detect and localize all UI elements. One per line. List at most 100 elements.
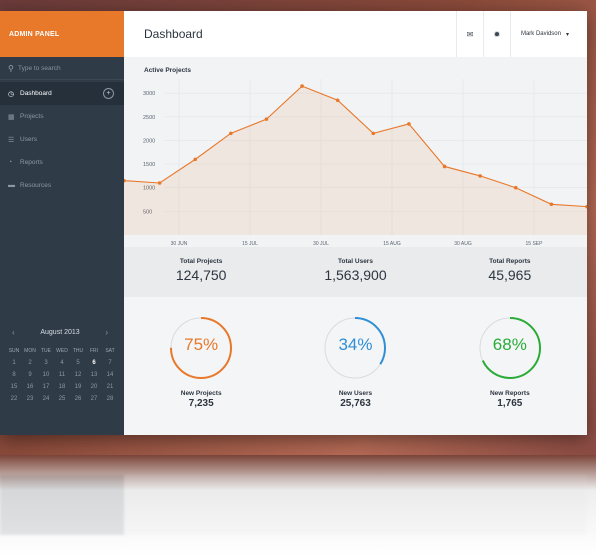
mail-icon[interactable]: ✉: [455, 11, 483, 57]
calendar-day[interactable]: 17: [42, 384, 50, 390]
calendar-day[interactable]: 27: [90, 396, 98, 402]
calendar-day[interactable]: 3: [44, 360, 48, 366]
calendar-day[interactable]: 2: [28, 360, 32, 366]
y-tick-label: 2000: [143, 138, 155, 144]
ring-label: New Users: [338, 390, 373, 397]
x-tick-label: 30 AUG: [454, 241, 472, 247]
ring-value: 7,235: [188, 398, 214, 409]
screen-reflection: [0, 475, 587, 535]
sidebar-item-label: Users: [20, 136, 37, 143]
sidebar-item-projects[interactable]: ▦ Projects: [0, 105, 124, 128]
calendar-day[interactable]: 9: [28, 372, 32, 378]
calendar-day[interactable]: 11: [58, 372, 66, 378]
ring-label: New Reports: [489, 390, 530, 397]
calendar-weekday: SUN: [8, 348, 20, 354]
y-tick-label: 500: [143, 209, 152, 215]
calendar-day[interactable]: 5: [76, 360, 80, 366]
calendar-weekday: SAT: [105, 348, 115, 354]
chart-point[interactable]: [513, 185, 518, 190]
calendar-day[interactable]: 16: [26, 384, 34, 390]
sidebar-nav: ◷ Dashboard + ▦ Projects ☰ Users ◔ Repor…: [0, 82, 124, 197]
calendar-day[interactable]: 20: [90, 384, 98, 390]
calendar-day-today[interactable]: 6: [92, 360, 96, 366]
grid-icon: ▦: [8, 113, 15, 121]
stat-label: Total Reports: [489, 258, 531, 265]
calendar-day[interactable]: 1: [12, 360, 16, 366]
chart-point[interactable]: [193, 157, 198, 162]
stat-label: Total Projects: [179, 258, 223, 265]
ring-value: 1,765: [497, 398, 523, 409]
chart-point[interactable]: [549, 202, 554, 207]
calendar-day[interactable]: 18: [58, 384, 66, 390]
progress-ring: [324, 317, 387, 379]
chart-point[interactable]: [124, 178, 126, 183]
user-menu[interactable]: Mark Davidson ▾: [509, 11, 587, 57]
chart-point[interactable]: [478, 174, 482, 178]
prev-month-icon[interactable]: ‹: [12, 327, 15, 337]
stat-value: 45,965: [488, 267, 532, 283]
calendar-day[interactable]: 7: [108, 360, 112, 366]
calendar-day[interactable]: 25: [58, 396, 66, 402]
chart-point[interactable]: [585, 204, 587, 209]
ring-label: New Projects: [180, 390, 222, 397]
ring-new-reports: 68% New Reports 1,765: [433, 297, 587, 435]
chart-point[interactable]: [371, 131, 376, 136]
y-tick-label: 1000: [143, 186, 155, 192]
ring-percent: 75%: [184, 335, 219, 354]
progress-rings: 75% New Projects 7,235 34% New Users 25,…: [124, 297, 587, 435]
x-tick-label: 15 SEP: [526, 241, 544, 247]
add-icon[interactable]: +: [103, 88, 114, 99]
pie-icon: ◔: [8, 159, 13, 166]
backdrop-reflection-area: [0, 455, 596, 556]
search-box[interactable]: ⚲ Type to search: [0, 57, 124, 80]
chart-point[interactable]: [264, 117, 269, 121]
brand-logo[interactable]: ADMIN PANEL: [0, 11, 124, 57]
calendar-day[interactable]: 26: [74, 396, 82, 402]
ring-progress: [170, 317, 233, 379]
calendar-day[interactable]: 15: [10, 384, 18, 390]
x-tick-label: 30 JUN: [171, 241, 188, 247]
calendar-day[interactable]: 24: [42, 396, 50, 402]
calendar-day[interactable]: 14: [106, 372, 114, 378]
calendar-day[interactable]: 8: [12, 372, 16, 378]
chart-title: Active Projects: [144, 67, 191, 74]
stats-row: Total Projects 124,750 Total Users 1,563…: [124, 247, 587, 297]
ring-progress: [478, 317, 541, 379]
folder-icon: ▬: [8, 182, 15, 189]
ring-new-projects: 75% New Projects 7,235: [124, 297, 278, 435]
sidebar: ADMIN PANEL ⚲ Type to search ◷ Dashboard…: [0, 11, 124, 435]
calendar-day[interactable]: 28: [106, 396, 114, 402]
chart-line: [124, 85, 587, 208]
calendar-day[interactable]: 21: [106, 384, 114, 390]
calendar-grid: SUN MON TUE WED THU FRI SAT 1 2 3 4 5 6 7 8 9 10 11 12 13 14…: [0, 347, 124, 404]
chart-point[interactable]: [300, 84, 304, 88]
chart-point[interactable]: [407, 122, 411, 126]
chart-point[interactable]: [229, 131, 233, 136]
sidebar-item-label: Dashboard: [20, 90, 52, 97]
y-tick-label: 3000: [143, 91, 155, 97]
sidebar-item-dashboard[interactable]: ◷ Dashboard +: [0, 82, 124, 105]
chevron-down-icon: ▾: [565, 31, 569, 38]
search-input[interactable]: Type to search: [18, 64, 61, 72]
sidebar-item-resources[interactable]: ▬ Resources: [0, 174, 124, 197]
chart-point[interactable]: [335, 98, 340, 103]
chart-point[interactable]: [157, 181, 162, 185]
users-icon: ☰: [8, 136, 15, 144]
calendar-day[interactable]: 22: [10, 396, 18, 402]
chart-point[interactable]: [442, 164, 447, 169]
calendar-weekday: WED: [56, 348, 68, 354]
calendar-day[interactable]: 10: [42, 372, 50, 378]
calendar-day[interactable]: 12: [74, 372, 82, 378]
calendar-day[interactable]: 23: [26, 396, 34, 402]
progress-ring: [170, 317, 233, 379]
sidebar-item-reports[interactable]: ◔ Reports: [0, 151, 124, 174]
next-month-icon[interactable]: ›: [105, 327, 108, 337]
calendar-day[interactable]: 19: [74, 384, 82, 390]
user-name: Mark Davidson: [520, 31, 561, 37]
main-content: Dashboard ✉ ✹ Mark Davidson ▾ 500 1000 150…: [124, 11, 587, 435]
calendar-day[interactable]: 13: [90, 372, 98, 378]
gear-icon[interactable]: ✹: [482, 11, 510, 57]
sidebar-item-users[interactable]: ☰ Users: [0, 128, 124, 151]
calendar-day[interactable]: 4: [60, 360, 64, 366]
stat-total-projects: Total Projects 124,750: [124, 247, 278, 297]
